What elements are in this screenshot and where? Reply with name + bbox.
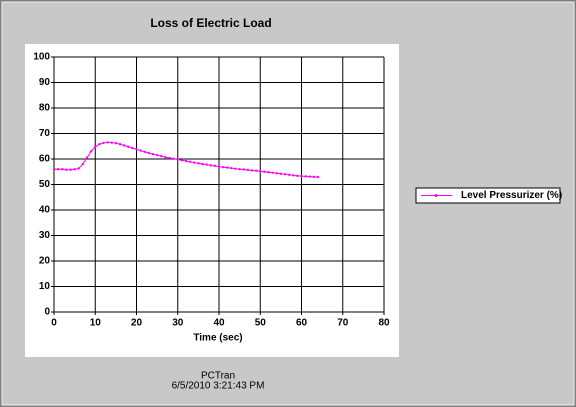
x-tick-label: 40 — [213, 318, 225, 329]
data-point — [77, 167, 80, 170]
data-point — [180, 159, 184, 162]
footer-app: PCTran — [201, 371, 235, 382]
data-point — [176, 158, 179, 161]
data-point — [81, 162, 85, 166]
data-point — [56, 168, 60, 171]
x-tick-label: 50 — [255, 318, 267, 329]
data-point — [221, 165, 225, 169]
data-point — [267, 171, 270, 174]
y-tick-label: 40 — [39, 205, 51, 216]
data-point — [271, 171, 274, 174]
legend-marker — [434, 194, 438, 197]
plot-background — [25, 44, 399, 357]
data-point — [201, 162, 204, 166]
x-tick-label: 0 — [51, 318, 57, 329]
data-point — [230, 166, 233, 170]
y-tick-label: 60 — [39, 154, 51, 165]
x-tick-label: 10 — [90, 318, 102, 329]
data-point — [139, 149, 142, 152]
data-point — [283, 173, 287, 176]
data-point — [292, 174, 295, 177]
data-point — [73, 168, 76, 171]
x-tick-label: 80 — [378, 318, 390, 329]
x-axis-label: Time (sec) — [193, 333, 242, 344]
y-tick-label: 0 — [44, 307, 50, 318]
data-point — [168, 156, 171, 160]
chart-title: Loss of Electric Load — [150, 16, 271, 30]
data-point — [114, 141, 118, 145]
y-tick-label: 90 — [39, 77, 51, 88]
data-point — [151, 152, 155, 156]
data-point — [143, 150, 146, 154]
data-point — [287, 173, 291, 177]
data-point — [160, 154, 163, 158]
data-point — [279, 172, 283, 175]
x-tick-label: 70 — [337, 318, 349, 329]
data-point — [296, 174, 299, 178]
y-tick-label: 100 — [33, 52, 50, 63]
data-point — [131, 146, 134, 150]
data-point — [110, 141, 113, 144]
data-point — [304, 175, 307, 178]
data-point — [184, 159, 188, 163]
data-point — [188, 160, 192, 164]
data-point — [300, 174, 303, 178]
data-point — [205, 163, 208, 166]
data-point — [52, 168, 56, 171]
data-point — [242, 168, 245, 171]
y-tick-label: 30 — [39, 230, 51, 241]
data-point — [213, 164, 217, 168]
data-point — [65, 168, 68, 171]
data-point — [197, 162, 200, 165]
data-point — [89, 150, 93, 153]
data-point — [246, 168, 250, 172]
data-point — [127, 145, 130, 148]
x-tick-label: 60 — [296, 318, 308, 329]
data-point — [254, 169, 258, 172]
data-point — [263, 170, 266, 173]
y-tick-label: 20 — [39, 256, 51, 267]
data-point — [164, 156, 167, 159]
data-point — [69, 168, 72, 171]
data-point — [312, 175, 316, 179]
x-tick-label: 20 — [131, 318, 143, 329]
data-point — [122, 144, 126, 147]
y-tick-label: 80 — [39, 103, 51, 114]
data-point — [94, 145, 97, 148]
data-point — [85, 156, 89, 159]
data-point — [102, 141, 105, 145]
data-point — [98, 143, 101, 146]
data-point — [147, 151, 151, 155]
data-point — [234, 167, 237, 170]
data-point — [316, 175, 320, 179]
data-point — [172, 157, 175, 160]
data-point — [275, 172, 278, 175]
y-tick-label: 70 — [39, 128, 51, 139]
data-point — [226, 166, 229, 169]
footer-timestamp: 6/5/2010 3:21:43 PM — [172, 381, 265, 392]
data-point — [193, 161, 196, 164]
data-point — [209, 164, 212, 167]
data-point — [135, 148, 138, 151]
legend-box — [415, 187, 561, 204]
data-point — [259, 170, 262, 173]
y-tick-label: 10 — [39, 281, 51, 292]
data-point — [155, 153, 159, 157]
data-point — [61, 168, 64, 171]
data-point — [118, 143, 122, 146]
y-tick-label: 50 — [39, 179, 51, 190]
x-tick-label: 30 — [172, 318, 184, 329]
legend-label: Level Pressurizer (%) — [461, 190, 562, 201]
data-point — [217, 165, 221, 168]
data-point — [106, 141, 109, 144]
data-point — [250, 169, 254, 172]
data-point — [308, 175, 311, 178]
data-point — [238, 168, 241, 171]
